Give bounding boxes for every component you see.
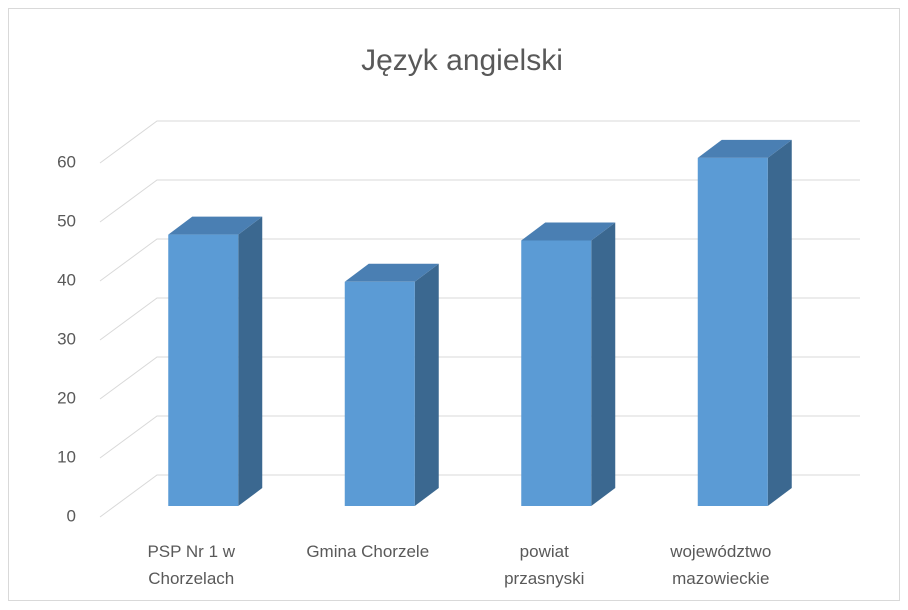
- x-tick-label: województwo mazowieckie: [670, 542, 772, 588]
- y-tick-label: 60: [57, 152, 76, 171]
- bar-top: [168, 216, 263, 235]
- bar-side: [591, 222, 616, 506]
- grid-line: [99, 474, 860, 518]
- y-tick-label: 10: [57, 447, 76, 466]
- grid-line: [99, 297, 860, 341]
- y-tick-label: 40: [57, 270, 76, 289]
- y-tick-label: 30: [57, 329, 76, 348]
- bar: [697, 157, 768, 506]
- bar-top: [521, 222, 616, 241]
- bar-side: [767, 139, 792, 506]
- y-tick-label: 0: [67, 506, 76, 525]
- y-tick-label: 50: [57, 211, 76, 230]
- x-tick-label: powiat przasnyski: [504, 542, 585, 588]
- chart-title: Język angielski: [361, 44, 563, 77]
- bar-side: [414, 263, 439, 506]
- bar: [344, 281, 415, 506]
- grid-line: [99, 120, 860, 164]
- grid-line: [99, 179, 860, 223]
- bar-side: [238, 216, 263, 506]
- bar: [521, 240, 592, 506]
- grid-line: [99, 238, 860, 282]
- bar-top: [344, 263, 439, 282]
- x-tick-label: Gmina Chorzele: [306, 542, 430, 561]
- y-tick-label: 20: [57, 388, 76, 407]
- grid-line: [99, 356, 860, 400]
- x-tick-label: PSP Nr 1 w Chorzelach: [147, 542, 236, 588]
- bar: [168, 234, 239, 506]
- bar-top: [697, 139, 792, 158]
- grid-line: [99, 415, 860, 459]
